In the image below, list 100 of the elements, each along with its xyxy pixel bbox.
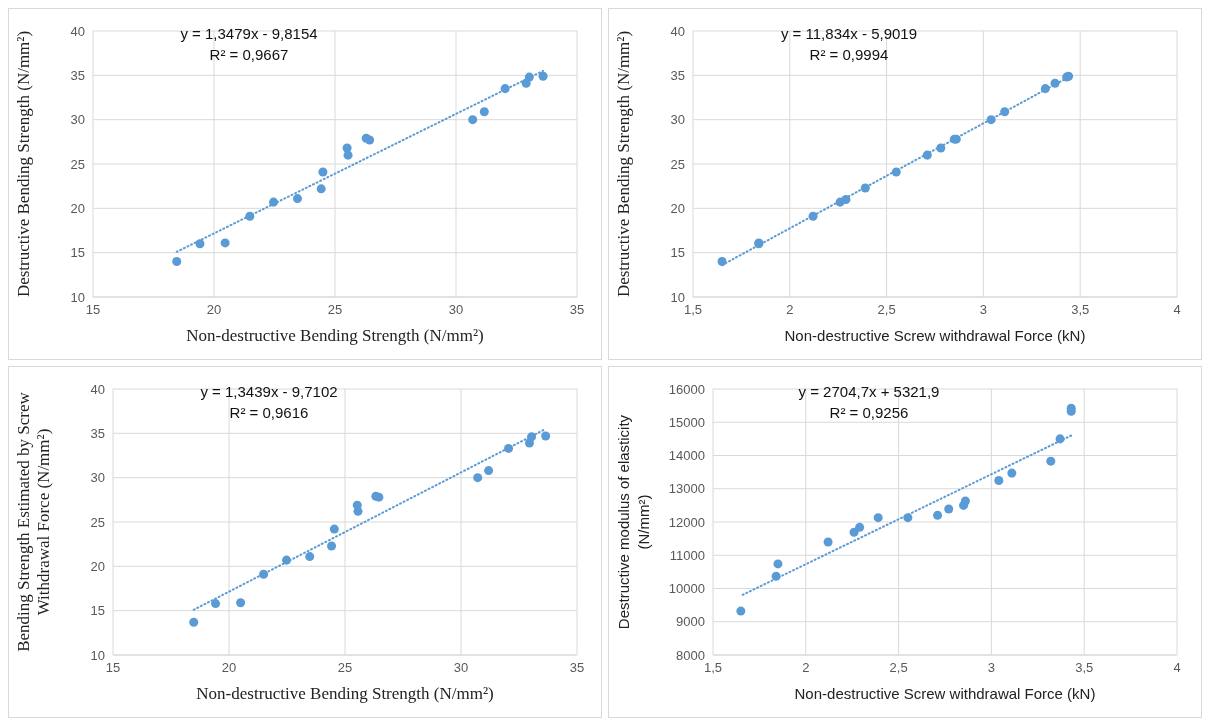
point (479, 107, 489, 117)
x-tick-label: 25 (327, 302, 343, 318)
point (305, 552, 315, 562)
y-tick-label: 15 (670, 245, 685, 261)
y-tick-label: 13000 (668, 481, 705, 497)
y-axis-title: Bending Strength Estimated by Screw Withdrawal Force (N/mm²) (14, 391, 53, 652)
annotation: y = 1,3439x - 9,7102 (199, 382, 339, 402)
y-axis-title: Destructive Bending Strength (N/mm²) (614, 30, 633, 298)
point (538, 71, 548, 81)
x-tick-label: 20 (206, 302, 222, 318)
point (343, 150, 353, 160)
y-tick-label: 12000 (668, 514, 705, 530)
point (903, 513, 913, 523)
point (841, 194, 851, 204)
x-tick-label: 3 (979, 302, 988, 318)
point (1050, 78, 1060, 88)
point (189, 617, 199, 627)
annotation: R² = 0,9667 (208, 45, 290, 65)
y-tick-label: 25 (70, 156, 85, 172)
x-tick-label: 30 (453, 660, 469, 676)
point (329, 524, 339, 534)
point (236, 598, 246, 608)
point (1040, 84, 1050, 94)
y-tick-label: 10 (90, 647, 105, 663)
y-tick-label: 10 (670, 289, 685, 305)
point (504, 443, 514, 453)
point (473, 473, 483, 483)
point (994, 475, 1004, 485)
y-tick-label: 11000 (669, 547, 705, 563)
x-tick-label: 2 (786, 302, 794, 318)
point (1046, 456, 1056, 466)
point (484, 466, 494, 476)
point (365, 135, 375, 145)
point (823, 537, 833, 547)
x-tick-label: 25 (337, 660, 353, 676)
x-tick-label: 30 (448, 302, 464, 318)
point (541, 431, 551, 441)
point (922, 150, 932, 160)
y-tick-label: 20 (90, 558, 105, 574)
point (500, 84, 510, 94)
y-tick-label: 16000 (668, 381, 705, 397)
annotation: R² = 0,9616 (228, 403, 310, 423)
x-tick-label: 2,5 (889, 660, 908, 676)
point (933, 510, 943, 520)
point (855, 522, 865, 532)
point (944, 504, 954, 514)
point (195, 239, 205, 249)
point (316, 184, 326, 194)
point (527, 432, 537, 442)
y-tick-label: 35 (90, 425, 105, 441)
y-tick-label: 40 (70, 23, 85, 39)
point (1007, 468, 1017, 478)
point (468, 115, 478, 125)
x-tick-label: 3,5 (1075, 660, 1094, 676)
y-tick-label: 40 (670, 23, 685, 39)
y-tick-label: 35 (670, 67, 685, 83)
annotation: R² = 0,9994 (808, 45, 890, 65)
y-tick-label: 15 (70, 245, 85, 261)
point (269, 197, 279, 207)
x-tick-label: 35 (569, 660, 585, 676)
y-tick-label: 35 (70, 67, 85, 83)
y-tick-label: 10 (70, 289, 85, 305)
point (211, 599, 221, 609)
annotation: y = 1,3479x - 9,8154 (179, 24, 319, 44)
point (318, 167, 328, 177)
point (1055, 434, 1065, 444)
y-tick-label: 40 (90, 381, 105, 397)
y-tick-label: 25 (670, 156, 685, 172)
y-tick-label: 15 (90, 603, 105, 619)
point (736, 606, 746, 616)
y-tick-label: 14000 (668, 448, 705, 464)
x-tick-label: 1,5 (703, 660, 723, 676)
x-tick-label: 3 (987, 660, 996, 676)
point (808, 211, 818, 221)
y-tick-label: 20 (70, 200, 85, 216)
point (860, 183, 870, 193)
point (245, 211, 255, 221)
point (1000, 107, 1010, 117)
point (771, 571, 781, 581)
point (717, 257, 727, 267)
annotation: R² = 0,9256 (828, 403, 910, 423)
point (292, 194, 302, 204)
point (220, 238, 230, 248)
x-tick-label: 2 (802, 660, 810, 676)
y-axis-title: Destructive Bending Strength (N/mm²) (14, 30, 33, 298)
y-axis-title: Destructive modulus of elasticity (N/mm²) (615, 414, 652, 630)
y-tick-label: 9000 (676, 614, 705, 630)
y-tick-label: 8000 (676, 647, 705, 663)
x-tick-label: 3,5 (1071, 302, 1090, 318)
y-tick-label: 30 (90, 470, 105, 486)
annotation: y = 11,834x - 5,9019 (779, 24, 919, 44)
point (873, 513, 883, 523)
x-axis-title: Non-destructive Bending Strength (N/mm²) (186, 326, 484, 345)
x-tick-label: 4 (1173, 302, 1181, 318)
y-tick-label: 15000 (668, 414, 705, 430)
point (327, 541, 337, 551)
x-tick-label: 35 (569, 302, 585, 318)
y-tick-label: 25 (90, 514, 105, 530)
annotation: y = 2704,7x + 5321,9 (797, 382, 941, 402)
x-axis-title: Non-destructive Bending Strength (N/mm²) (196, 684, 494, 703)
